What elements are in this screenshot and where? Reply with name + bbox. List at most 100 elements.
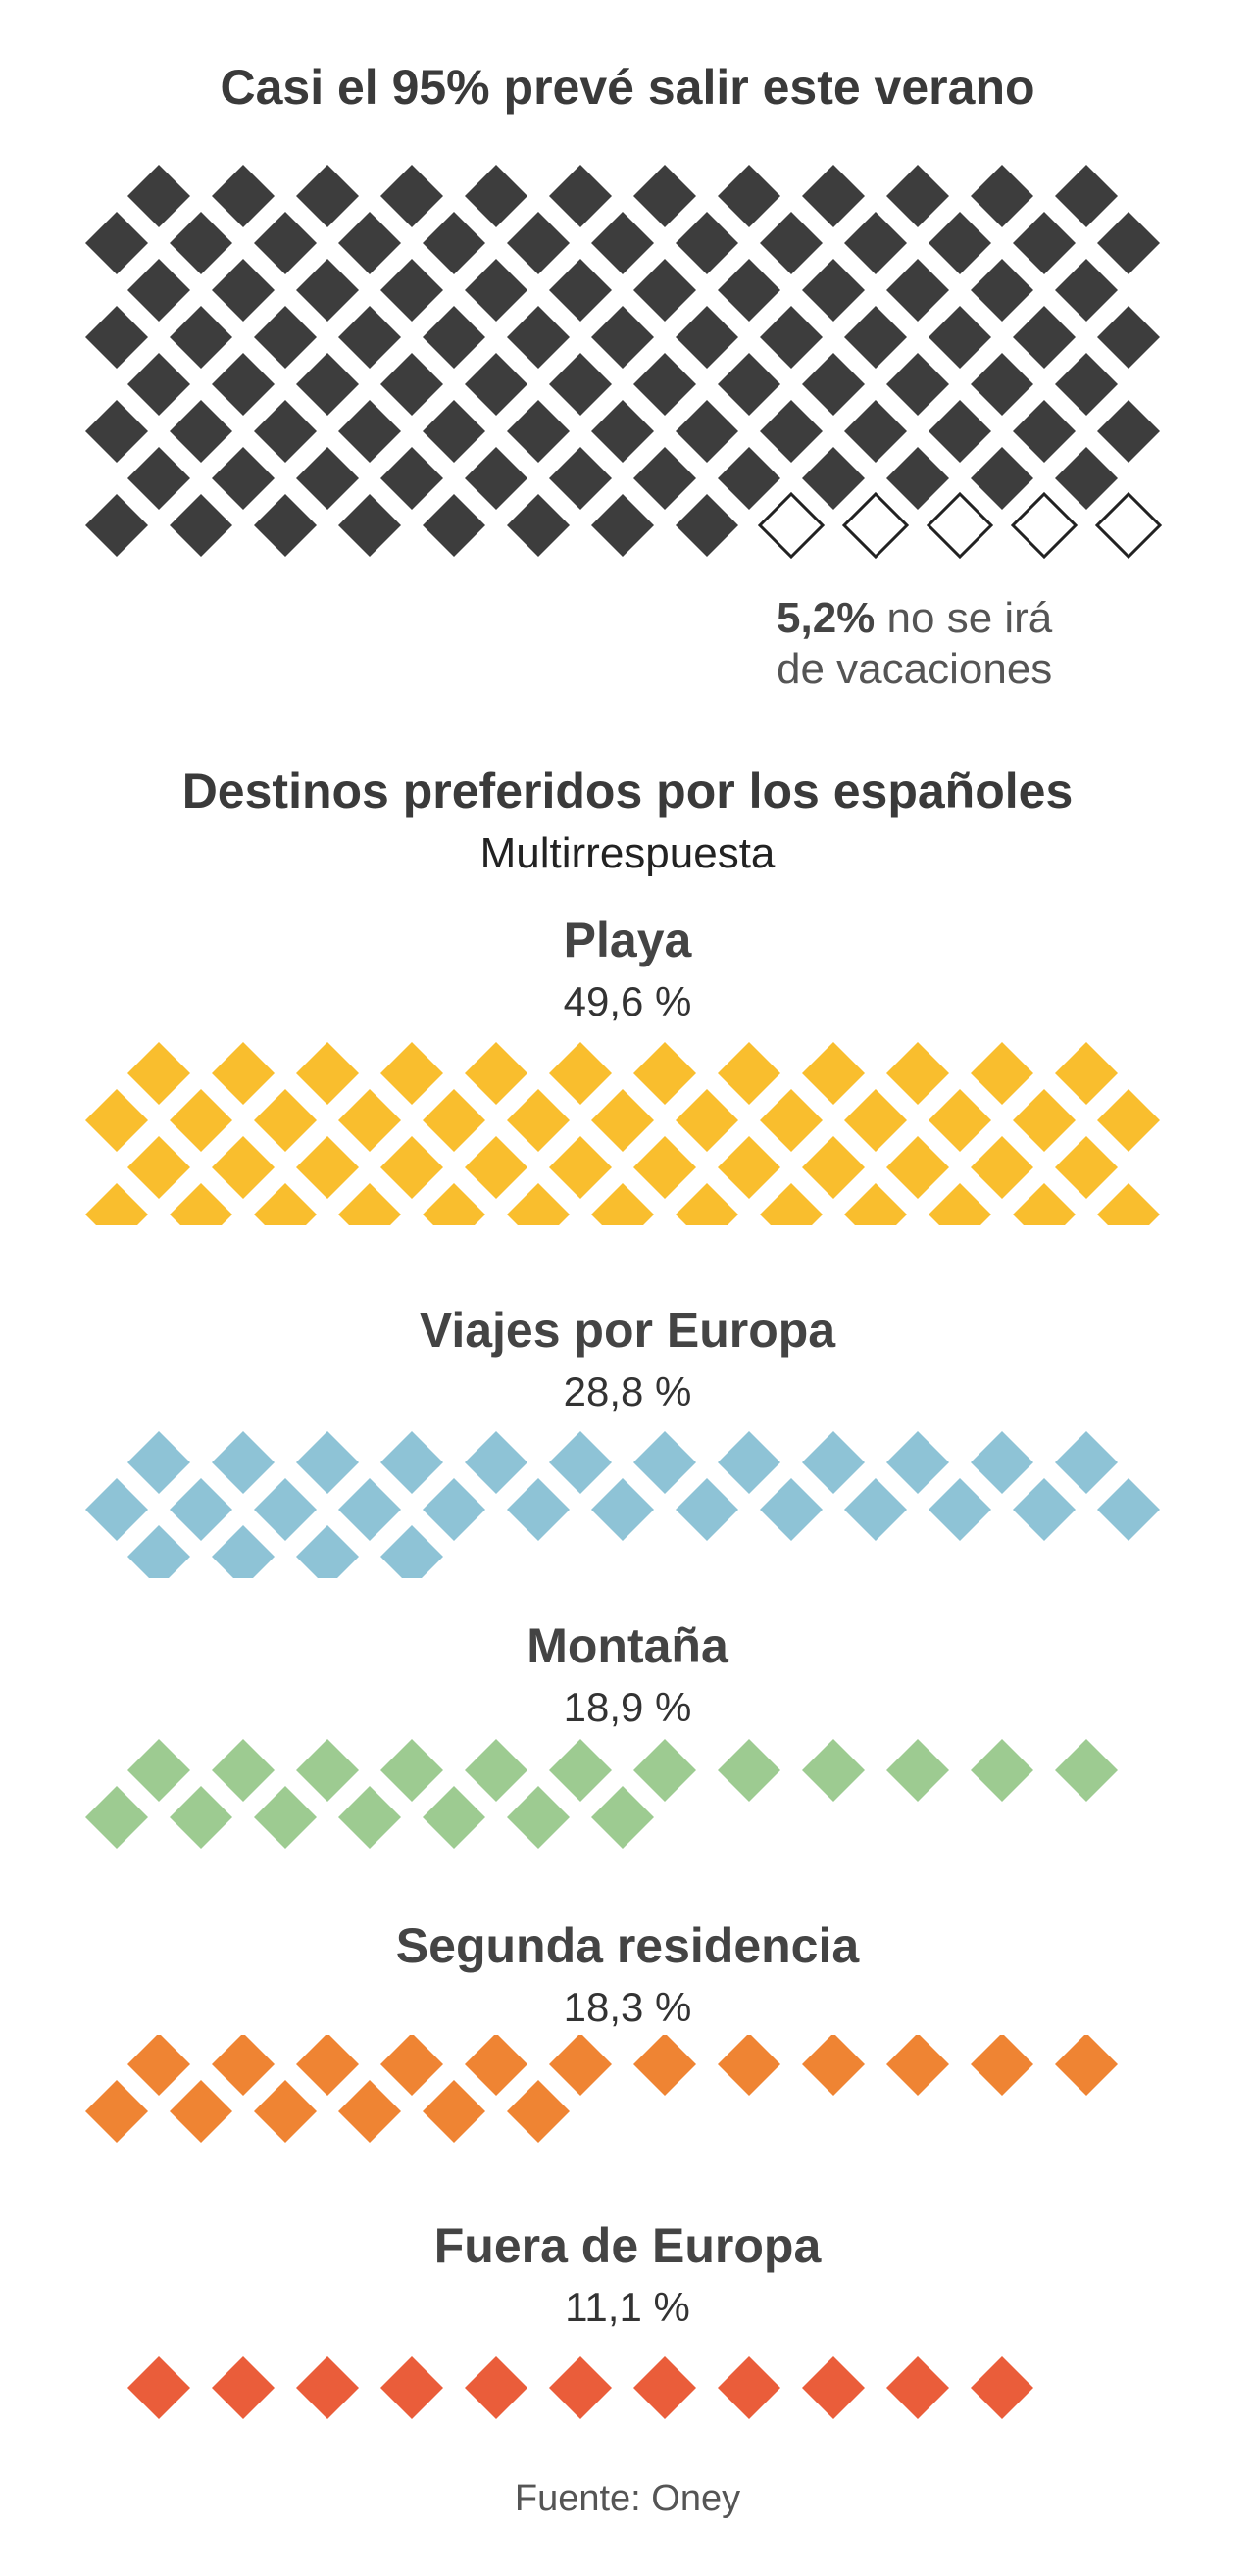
playa-unit <box>1097 1183 1160 1225</box>
segunda-unit <box>802 2035 865 2096</box>
vacation-unit <box>423 400 485 463</box>
category-pct-segunda: 18,3 % <box>563 1984 692 2030</box>
vacation-unit <box>886 353 949 416</box>
europa-unit <box>633 1431 696 1494</box>
vacation-unit <box>127 259 190 322</box>
playa-unit <box>1055 1042 1118 1105</box>
vacation-unit <box>170 494 232 557</box>
vacation-unit <box>633 353 696 416</box>
category-title-europa: Viajes por Europa <box>419 1303 836 1358</box>
vacation-unit <box>380 259 443 322</box>
playa-unit <box>929 1089 991 1152</box>
playa-unit <box>465 1136 527 1199</box>
vacation-unit <box>507 400 570 463</box>
vacation-unit <box>633 259 696 322</box>
playa-unit <box>1097 1089 1160 1152</box>
playa-unit <box>296 1136 359 1199</box>
playa-unit <box>1013 1089 1076 1152</box>
montana-unit <box>591 1786 654 1849</box>
europa-unit <box>1055 1431 1118 1494</box>
no-vacation-unit <box>1094 491 1163 560</box>
vacation-unit <box>170 400 232 463</box>
playa-unit <box>549 1042 612 1105</box>
europa-unit <box>380 1525 443 1578</box>
playa-unit <box>760 1183 823 1225</box>
vacation-unit <box>507 306 570 369</box>
fuera-unit <box>802 2356 865 2419</box>
europa-unit <box>338 1478 401 1541</box>
no-vacation-value: 5,2% <box>777 594 876 642</box>
playa-unit <box>929 1183 991 1225</box>
no-vacation-text-1: no se irá <box>875 594 1053 642</box>
section-subtitle: Multirrespuesta <box>479 829 776 877</box>
vacation-unit <box>338 494 401 557</box>
playa-unit <box>549 1136 612 1199</box>
vacation-unit <box>1055 447 1118 510</box>
montana-unit <box>254 1786 317 1849</box>
vacation-unit <box>844 212 907 274</box>
playa-unit <box>886 1042 949 1105</box>
no-vacation-unit <box>841 491 910 560</box>
category-title-playa: Playa <box>563 913 692 967</box>
europa-unit <box>296 1525 359 1578</box>
vacation-unit <box>802 259 865 322</box>
vacation-unit <box>718 447 780 510</box>
playa-unit <box>212 1136 275 1199</box>
segunda-unit <box>507 2080 570 2143</box>
vacation-unit <box>591 212 654 274</box>
no-vacation-text-2: de vacaciones <box>777 645 1053 693</box>
vacation-unit <box>1055 353 1118 416</box>
playa-unit <box>591 1183 654 1225</box>
vacation-unit <box>676 306 738 369</box>
playa-unit <box>844 1183 907 1225</box>
playa-unit <box>802 1042 865 1105</box>
vacation-unit <box>971 259 1033 322</box>
waffle-fuera <box>127 2356 1033 2419</box>
europa-unit <box>1013 1478 1076 1541</box>
vacation-unit <box>802 447 865 510</box>
montana-unit <box>296 1739 359 1802</box>
vacation-unit <box>212 259 275 322</box>
europa-unit <box>886 1431 949 1494</box>
vacation-unit <box>338 212 401 274</box>
fuera-unit <box>296 2356 359 2419</box>
montana-unit <box>507 1786 570 1849</box>
fuera-unit <box>127 2356 190 2419</box>
playa-unit <box>380 1136 443 1199</box>
no-vacation-unit <box>1010 491 1079 560</box>
vacation-unit <box>85 306 148 369</box>
vacation-unit <box>127 165 190 227</box>
vacation-unit <box>802 353 865 416</box>
vacation-unit <box>1097 400 1160 463</box>
fuera-unit <box>465 2356 527 2419</box>
category-pct-playa: 49,6 % <box>563 978 692 1024</box>
europa-unit <box>465 1431 527 1494</box>
vacation-unit <box>296 447 359 510</box>
europa-unit <box>212 1431 275 1494</box>
vacation-unit <box>760 212 823 274</box>
fuera-unit <box>886 2356 949 2419</box>
segunda-unit <box>971 2035 1033 2096</box>
playa-unit <box>507 1183 570 1225</box>
fuera-unit <box>633 2356 696 2419</box>
category-pct-montana: 18,9 % <box>563 1684 692 1730</box>
segunda-unit <box>170 2080 232 2143</box>
playa-unit <box>676 1089 738 1152</box>
vacation-unit <box>929 400 991 463</box>
europa-unit <box>296 1431 359 1494</box>
waffle-montana <box>85 1739 1118 1849</box>
montana-unit <box>718 1739 780 1802</box>
playa-unit <box>127 1136 190 1199</box>
europa-unit <box>1097 1478 1160 1541</box>
montana-unit <box>465 1739 527 1802</box>
segunda-unit <box>549 2035 612 2096</box>
vacation-unit <box>423 306 485 369</box>
vacation-unit <box>718 259 780 322</box>
vacation-unit <box>170 212 232 274</box>
playa-unit <box>633 1136 696 1199</box>
vacation-unit <box>212 447 275 510</box>
vacation-unit <box>1055 259 1118 322</box>
vacation-unit <box>718 165 780 227</box>
europa-unit <box>507 1478 570 1541</box>
source-note: Fuente: Oney <box>514 2478 741 2519</box>
